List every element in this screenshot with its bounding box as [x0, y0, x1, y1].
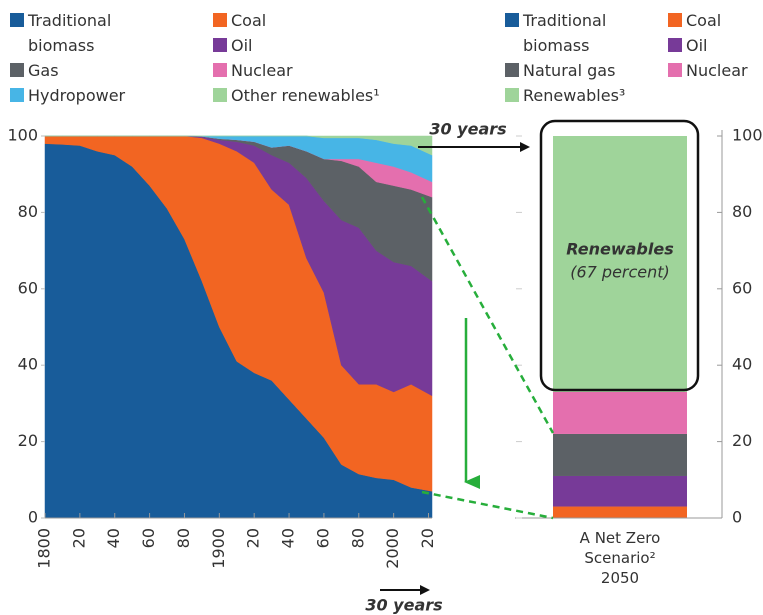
y-tick-label: 0 — [28, 508, 38, 527]
legend-swatch — [505, 63, 519, 77]
x-tick-label: 60 — [139, 528, 158, 548]
x-tick-label: 1900 — [209, 528, 228, 569]
annotation: (67 percent) — [570, 263, 670, 282]
y-tick-label: 100 — [732, 126, 763, 145]
category-label: A Net Zero Scenario² 2050 — [579, 529, 661, 587]
legend-swatch — [213, 38, 227, 52]
x-tick-label: 20 — [418, 528, 437, 548]
legend-label: Natural gas — [523, 61, 616, 80]
legend-swatch — [668, 63, 682, 77]
y-tick-label: 80 — [732, 202, 752, 221]
legend-swatch — [10, 13, 24, 27]
highlight-box — [539, 119, 700, 392]
legend-swatch — [213, 13, 227, 27]
legend-label: Coal — [231, 11, 267, 30]
annotation: 30 years — [429, 120, 506, 139]
legend-label: Hydropower — [28, 86, 126, 105]
y-tick-label: 100 — [7, 126, 38, 145]
legend-label: Oil — [231, 36, 253, 55]
legend-label: Oil — [686, 36, 708, 55]
x-tick-label: 40 — [279, 528, 298, 548]
area — [45, 135, 433, 156]
legend-swatch — [505, 13, 519, 27]
legend-label: Gas — [28, 61, 59, 80]
legend-swatch — [10, 88, 24, 102]
x-tick-label: 60 — [313, 528, 332, 548]
x-tick-label: 80 — [174, 528, 193, 548]
bar-segment — [553, 391, 687, 434]
y-tick-label: 20 — [18, 431, 38, 450]
legend-label: Nuclear — [686, 61, 748, 80]
legend-label: Other renewables¹ — [231, 86, 380, 105]
legend-swatch — [668, 38, 682, 52]
legend-swatch — [213, 88, 227, 102]
bar-segment — [553, 433, 687, 476]
x-tick-label: 80 — [348, 528, 367, 548]
y-tick-label: 60 — [18, 278, 38, 297]
legend-label: Coal — [686, 11, 722, 30]
bar-segment — [553, 136, 687, 392]
x-tick-label: 2000 — [383, 528, 402, 569]
legend-label: Renewables³ — [523, 86, 626, 105]
bar-segment — [553, 506, 687, 518]
annotation: 30 years — [365, 596, 442, 615]
legend-swatch — [10, 63, 24, 77]
y-tick-label: 60 — [732, 278, 752, 297]
y-tick-label: 0 — [732, 508, 742, 527]
legend-swatch — [213, 63, 227, 77]
dashed-link — [421, 490, 554, 520]
legend-label: Traditional biomass — [28, 11, 112, 55]
y-tick-label: 20 — [732, 431, 752, 450]
dashed-link — [420, 196, 555, 434]
legend-swatch — [668, 13, 682, 27]
y-tick-label: 40 — [18, 355, 38, 374]
legend-label: Nuclear — [231, 61, 293, 80]
x-tick-label: 40 — [104, 528, 123, 548]
x-tick-label: 20 — [244, 528, 263, 548]
x-tick-label: 1800 — [35, 528, 54, 569]
annotation: Renewables — [566, 240, 674, 259]
bar-segment — [553, 475, 687, 507]
legend-swatch — [505, 88, 519, 102]
y-tick-label: 80 — [18, 202, 38, 221]
legend-label: Traditional biomass — [523, 11, 607, 55]
y-tick-label: 40 — [732, 355, 752, 374]
x-tick-label: 20 — [69, 528, 88, 548]
